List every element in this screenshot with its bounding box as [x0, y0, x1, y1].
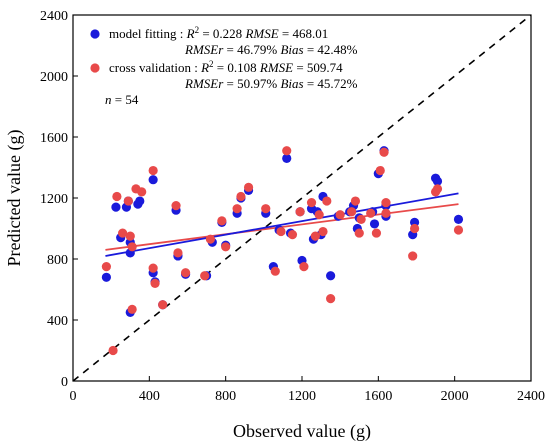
point-cross-validation [261, 204, 271, 214]
point-cross-validation [326, 294, 336, 304]
point-cross-validation [200, 271, 210, 281]
point-model-fitting [148, 175, 158, 185]
point-cross-validation [112, 191, 122, 202]
point-cross-validation [180, 268, 191, 278]
point-cross-validation [137, 187, 147, 197]
point-cross-validation [270, 266, 280, 276]
x-tick-label: 1600 [364, 389, 392, 404]
x-tick-label: 2000 [441, 389, 469, 404]
point-model-fitting [111, 202, 121, 212]
point-cross-validation [335, 210, 345, 220]
legend-stats: RMSEr = 46.79% Bias = 42.48% [184, 42, 358, 57]
point-cross-validation [171, 201, 181, 211]
point-cross-validation [408, 251, 418, 261]
reference-line-1to1 [72, 14, 532, 382]
y-tick-label: 1200 [40, 192, 68, 207]
point-cross-validation [282, 146, 292, 156]
point-cross-validation [409, 223, 420, 234]
point-cross-validation [381, 208, 391, 218]
fit-lines [105, 192, 459, 257]
x-axis-title: Observed value (g) [233, 421, 371, 442]
y-axis-title: Predicted value (g) [4, 130, 25, 267]
point-cross-validation [379, 147, 389, 157]
legend-stats: RMSEr = 50.97% Bias = 45.72% [184, 76, 358, 91]
point-cross-validation [350, 196, 361, 206]
point-cross-validation [322, 196, 332, 206]
point-model-fitting [432, 176, 443, 186]
point-cross-validation [295, 207, 305, 217]
x-tick-label: 1200 [288, 389, 316, 404]
point-cross-validation [127, 242, 137, 252]
point-cross-validation [217, 216, 227, 226]
point-cross-validation [453, 225, 464, 235]
point-cross-validation [371, 228, 382, 238]
point-cross-validation [118, 228, 128, 238]
point-cross-validation [347, 207, 357, 217]
sample-size-annotation: n = 54 [105, 92, 139, 107]
point-cross-validation [236, 191, 246, 202]
point-cross-validation [356, 214, 366, 224]
point-cross-validation [381, 197, 391, 208]
point-cross-validation [432, 184, 443, 194]
legend-marker [90, 29, 100, 39]
point-cross-validation [148, 165, 158, 176]
x-tick-label: 2400 [517, 389, 545, 404]
point-cross-validation [125, 231, 135, 241]
point-cross-validation [101, 262, 111, 272]
data-points [101, 146, 464, 356]
legend-marker [90, 63, 100, 73]
legend: model fitting : R2 = 0.228 RMSE = 468.01… [90, 25, 358, 91]
legend-label: cross validation : R2 = 0.108 RMSE = 509… [109, 59, 343, 75]
point-cross-validation [150, 278, 160, 288]
point-cross-validation [287, 230, 298, 240]
y-tick-label: 800 [47, 253, 68, 268]
legend-label: model fitting : R2 = 0.228 RMSE = 468.01 [109, 25, 328, 41]
point-model-fitting [369, 219, 380, 229]
point-cross-validation [310, 231, 320, 241]
point-cross-validation [306, 197, 317, 208]
point-model-fitting [101, 272, 111, 282]
x-tick-label: 800 [215, 389, 236, 404]
fit-line-model-fitting [105, 192, 459, 257]
point-cross-validation [127, 304, 137, 314]
point-cross-validation [173, 248, 183, 258]
point-cross-validation [232, 204, 242, 214]
point-cross-validation [354, 228, 364, 238]
point-cross-validation [148, 263, 158, 273]
y-axis-ticks: 0 400 800 1200 1600 2000 2400 [40, 9, 78, 390]
point-cross-validation [276, 226, 286, 237]
point-cross-validation [221, 242, 231, 252]
x-axis-ticks: 0 400 800 1200 1600 2000 2400 [70, 376, 545, 404]
y-tick-label: 2000 [40, 70, 68, 85]
point-model-fitting [326, 271, 336, 281]
point-cross-validation [205, 234, 215, 244]
y-tick-label: 2400 [40, 9, 68, 24]
point-cross-validation [375, 165, 385, 176]
x-tick-label: 400 [139, 389, 160, 404]
point-model-fitting [453, 214, 464, 224]
point-cross-validation [123, 196, 133, 206]
point-cross-validation [158, 300, 168, 310]
point-cross-validation [243, 182, 254, 192]
y-tick-label: 1600 [40, 131, 68, 146]
point-cross-validation [318, 226, 328, 237]
point-model-fitting [135, 196, 145, 206]
point-cross-validation [299, 262, 309, 272]
y-tick-label: 400 [47, 314, 68, 329]
point-cross-validation [314, 210, 324, 220]
point-cross-validation [108, 345, 118, 356]
point-model-fitting [282, 153, 292, 163]
point-cross-validation [366, 208, 376, 218]
y-tick-label: 0 [61, 375, 68, 390]
x-tick-label: 0 [70, 389, 77, 404]
